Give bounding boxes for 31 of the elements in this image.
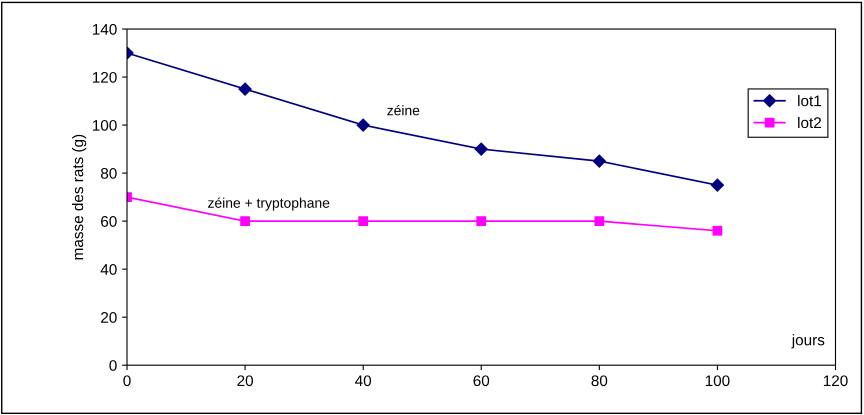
legend-label: lot2 — [798, 116, 821, 128]
x-tick-label: 40 — [355, 375, 372, 386]
point — [594, 216, 604, 226]
point — [476, 216, 486, 226]
point — [710, 178, 724, 192]
annotation: zéine — [387, 105, 420, 116]
annotation: zéine + tryptophane — [208, 197, 330, 211]
y-tick-label: 120 — [92, 72, 117, 83]
x-axis-title: jours — [791, 334, 824, 348]
y-tick-label: 0 — [109, 360, 117, 371]
x-tick-label: 80 — [591, 375, 608, 386]
y-tick-label: 100 — [92, 120, 117, 131]
point — [712, 226, 722, 236]
point — [474, 142, 488, 156]
x-tick-label: 120 — [824, 375, 848, 386]
x-tick-label: 100 — [706, 375, 730, 386]
y-tick-label: 80 — [100, 168, 117, 179]
x-tick-label: 60 — [474, 375, 490, 386]
point — [358, 216, 368, 226]
y-axis-title: masse des rats (g) — [72, 134, 86, 260]
point — [240, 216, 250, 226]
y-tick-label: 140 — [92, 24, 117, 35]
x-tick-label: 0 — [123, 375, 131, 386]
y-tick-label: 40 — [100, 264, 117, 275]
point — [356, 118, 370, 132]
x-tick-label: 20 — [237, 375, 253, 386]
y-tick-label: 20 — [101, 312, 117, 323]
point — [238, 82, 252, 96]
y-tick-label: 60 — [101, 216, 117, 227]
point — [592, 154, 606, 168]
legend-label: lot1 — [798, 95, 821, 106]
